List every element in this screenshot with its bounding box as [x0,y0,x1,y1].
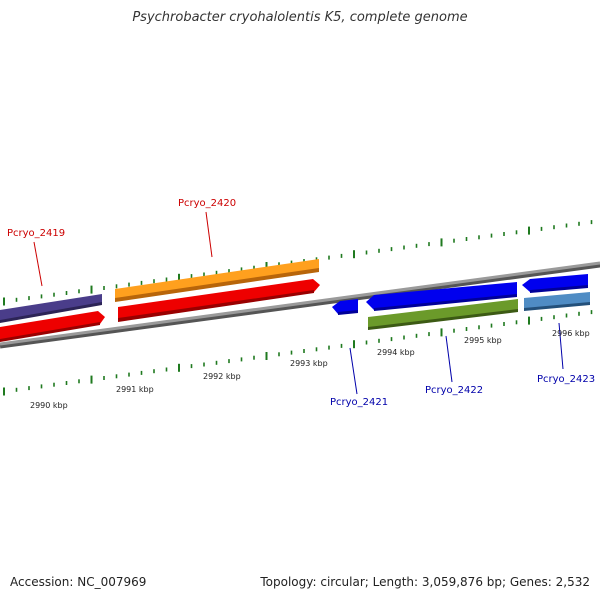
gene-pcryo-2419-label: Pcryo_2419 [7,228,65,239]
gene-pcryo-2421-cds-arrow [332,299,358,314]
gene-pcryo-2419-cds-edge [0,322,100,342]
backbone-line [0,261,600,346]
backbone-shadow [0,262,600,349]
accession-text: Accession: NC_007969 [10,575,147,589]
gene-pcryo-2423-leader [558,322,564,370]
gene-pcryo-2422[interactable]: Pcryo_2422 [366,282,518,396]
gene-pcryo-2419[interactable]: Pcryo_2419 [0,228,105,342]
gene-pcryo-2421-cds-edge [338,310,358,315]
gene-pcryo-2419-cds-arrow [0,311,105,341]
gene-pcryo-2420-leader [205,211,213,258]
gene-pcryo-2422-cds-edge [374,294,517,311]
scale-label-2995: 2995 kbp [464,336,502,345]
map-title: Psychrobacter cryohalolentis K5, complet… [132,10,468,25]
gene-pcryo-2423-label: Pcryo_2423 [537,374,595,385]
gene-pcryo-2420-upper-edge [115,268,319,302]
gene-pcryo-2420-cds-arrow [118,279,320,321]
gene-pcryo-2422-lower-edge [368,309,518,330]
gene-pcryo-2420-label: Pcryo_2420 [178,198,236,209]
tick-row-top [3,220,593,306]
gene-pcryo-2419-upper-edge [0,302,102,323]
gene-pcryo-2421[interactable]: Pcryo_2421 [330,299,388,408]
gene-pcryo-2420[interactable]: Pcryo_2420 [115,198,320,322]
scale-label-2996: 2996 kbp [552,329,590,338]
gene-pcryo-2422-leader [445,335,453,383]
gene-pcryo-2422-cds-arrow [366,282,517,310]
summary-text: Topology: circular; Length: 3,059,876 bp… [260,575,590,589]
gene-pcryo-2419-upper-bar [0,294,102,322]
gene-pcryo-2419-leader [33,241,43,287]
tick-row-bottom [3,310,593,396]
gene-pcryo-2422-lower-bar [368,299,518,329]
gene-pcryo-2422-label: Pcryo_2422 [425,385,483,396]
scale-label-2993: 2993 kbp [290,359,328,368]
gene-pcryo-2423-lower-edge [524,302,590,311]
gene-pcryo-2420-upper-bar [115,259,319,300]
scale-label-2991: 2991 kbp [116,385,154,394]
scale-label-2992: 2992 kbp [203,372,241,381]
gene-pcryo-2420-cds-edge [118,290,314,322]
gene-pcryo-2421-leader [349,347,358,395]
scale-label-2990: 2990 kbp [30,401,68,410]
scale-label-2994: 2994 kbp [377,348,415,357]
gene-pcryo-2421-label: Pcryo_2421 [330,397,388,408]
gene-pcryo-2423[interactable]: Pcryo_2423 [522,274,595,385]
gene-pcryo-2423-cds-edge [530,285,588,293]
